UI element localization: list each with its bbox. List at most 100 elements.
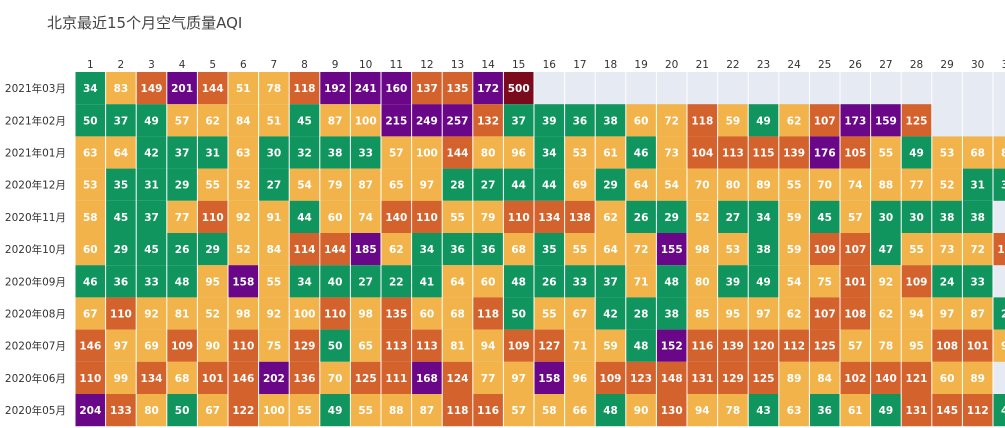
day-tick-label: 23 (757, 59, 770, 71)
cell-value-label: 137 (416, 83, 438, 95)
heatmap-cell (503, 329, 534, 362)
cell-value-label: 500 (508, 83, 530, 95)
heatmap-cell (809, 265, 840, 298)
heatmap-cell (901, 297, 932, 330)
cell-value-label: 158 (232, 276, 254, 288)
cell-value-label: 107 (814, 309, 836, 321)
cell-value-label: 149 (141, 83, 163, 95)
cell-value-label: 124 (447, 373, 469, 385)
heatmap-cell (228, 136, 259, 169)
month-tick-label: 2020年07月 (5, 340, 66, 353)
cell-value-label: 50 (511, 309, 526, 321)
heatmap-cell (595, 265, 626, 298)
day-tick-label: 25 (818, 59, 831, 71)
cell-value-label: 94 (909, 309, 924, 321)
heatmap-cell (289, 200, 320, 233)
heatmap-cell (625, 361, 657, 394)
heatmap-cell (870, 136, 902, 169)
heatmap-cell (472, 168, 504, 201)
heatmap-cell (656, 136, 687, 169)
cell-value-label: 110 (232, 341, 254, 353)
cell-value-label: 87 (358, 180, 373, 192)
cell-value-label: 92 (236, 212, 251, 224)
heatmap-cell (75, 233, 106, 266)
cell-value-label: 90 (634, 405, 649, 417)
heatmap-cell (381, 265, 412, 298)
cell-value-label: 110 (202, 212, 224, 224)
heatmap-cell (503, 361, 534, 394)
heatmap-cell (472, 72, 504, 105)
cell-value-label: 109 (600, 373, 622, 385)
day-tick-label: 8 (301, 59, 308, 71)
heatmap-cell (411, 265, 443, 298)
heatmap-cell (411, 104, 443, 137)
cell-value-label: 135 (385, 309, 407, 321)
cell-value-label: 45 (817, 212, 832, 224)
cell-value-label: 52 (236, 180, 251, 192)
cell-value-label: 63 (787, 405, 802, 417)
heatmap-cell (778, 361, 810, 394)
heatmap-cell (962, 297, 993, 330)
cell-value-label: 55 (267, 276, 282, 288)
cell-value-label: 65 (389, 180, 404, 192)
cell-value-label: 100 (355, 115, 377, 127)
heatmap-cell (258, 265, 290, 298)
heatmap-cell (993, 136, 1005, 169)
cell-value-label: 96 (1001, 341, 1005, 353)
cell-value-label: 108 (844, 309, 866, 321)
cell-value-label: 29 (603, 180, 618, 192)
cell-value-label: 36 (450, 244, 465, 256)
heatmap-cell (809, 361, 840, 394)
heatmap-cell (595, 200, 626, 233)
heatmap-cell (993, 394, 1005, 427)
day-tick-label: 14 (481, 59, 495, 71)
cell-value-label: 125 (906, 115, 928, 127)
heatmap-cell (105, 104, 137, 137)
cell-value-label: 125 (753, 373, 775, 385)
cell-value-label: 48 (175, 276, 190, 288)
heatmap-cell (748, 168, 779, 201)
heatmap-cell (228, 297, 259, 330)
cell-value-label: 89 (970, 373, 985, 385)
cell-value-label: 62 (787, 115, 802, 127)
day-tick-label: 28 (910, 59, 923, 71)
cell-value-label: 73 (664, 148, 679, 160)
heatmap-cell (503, 104, 534, 137)
cell-value-label: 115 (753, 148, 775, 160)
cell-value-label: 84 (236, 115, 251, 127)
cell-value-label: 34 (297, 276, 312, 288)
cell-value-label: 146 (79, 341, 101, 353)
heatmap-cell (503, 265, 534, 298)
heatmap-cell (564, 329, 596, 362)
heatmap-cell (381, 136, 412, 169)
heatmap-cell (197, 168, 228, 201)
cell-value-label: 131 (691, 373, 713, 385)
heatmap-cell (564, 265, 596, 298)
cell-value-label: 33 (144, 276, 159, 288)
cell-value-label: 30 (879, 212, 894, 224)
heatmap-cell (534, 233, 565, 266)
cell-value-label: 44 (297, 212, 312, 224)
heatmap-cell (105, 361, 137, 394)
heatmap-cell (75, 265, 106, 298)
cell-value-label: 45 (144, 244, 159, 256)
cell-value-label: 83 (114, 83, 129, 95)
cell-value-label: 155 (661, 244, 683, 256)
heatmap-cell (595, 394, 626, 427)
heatmap-cell (258, 394, 290, 427)
heatmap-cell (228, 265, 259, 298)
cell-value-label: 241 (355, 83, 377, 95)
cell-value-label: 60 (634, 115, 649, 127)
cell-value-label: 160 (385, 83, 407, 95)
cell-value-label: 38 (603, 115, 618, 127)
heatmap-cell (258, 104, 290, 137)
heatmap-cell (105, 168, 137, 201)
cell-value-label: 100 (263, 405, 285, 417)
day-tick-label: 19 (634, 59, 647, 71)
cell-value-label: 136 (997, 244, 1005, 256)
cell-value-label: 53 (726, 244, 741, 256)
day-tick-label: 16 (543, 59, 557, 71)
cell-value-label: 79 (328, 180, 343, 192)
cell-value-label: 99 (114, 373, 129, 385)
heatmap-cell (136, 265, 167, 298)
